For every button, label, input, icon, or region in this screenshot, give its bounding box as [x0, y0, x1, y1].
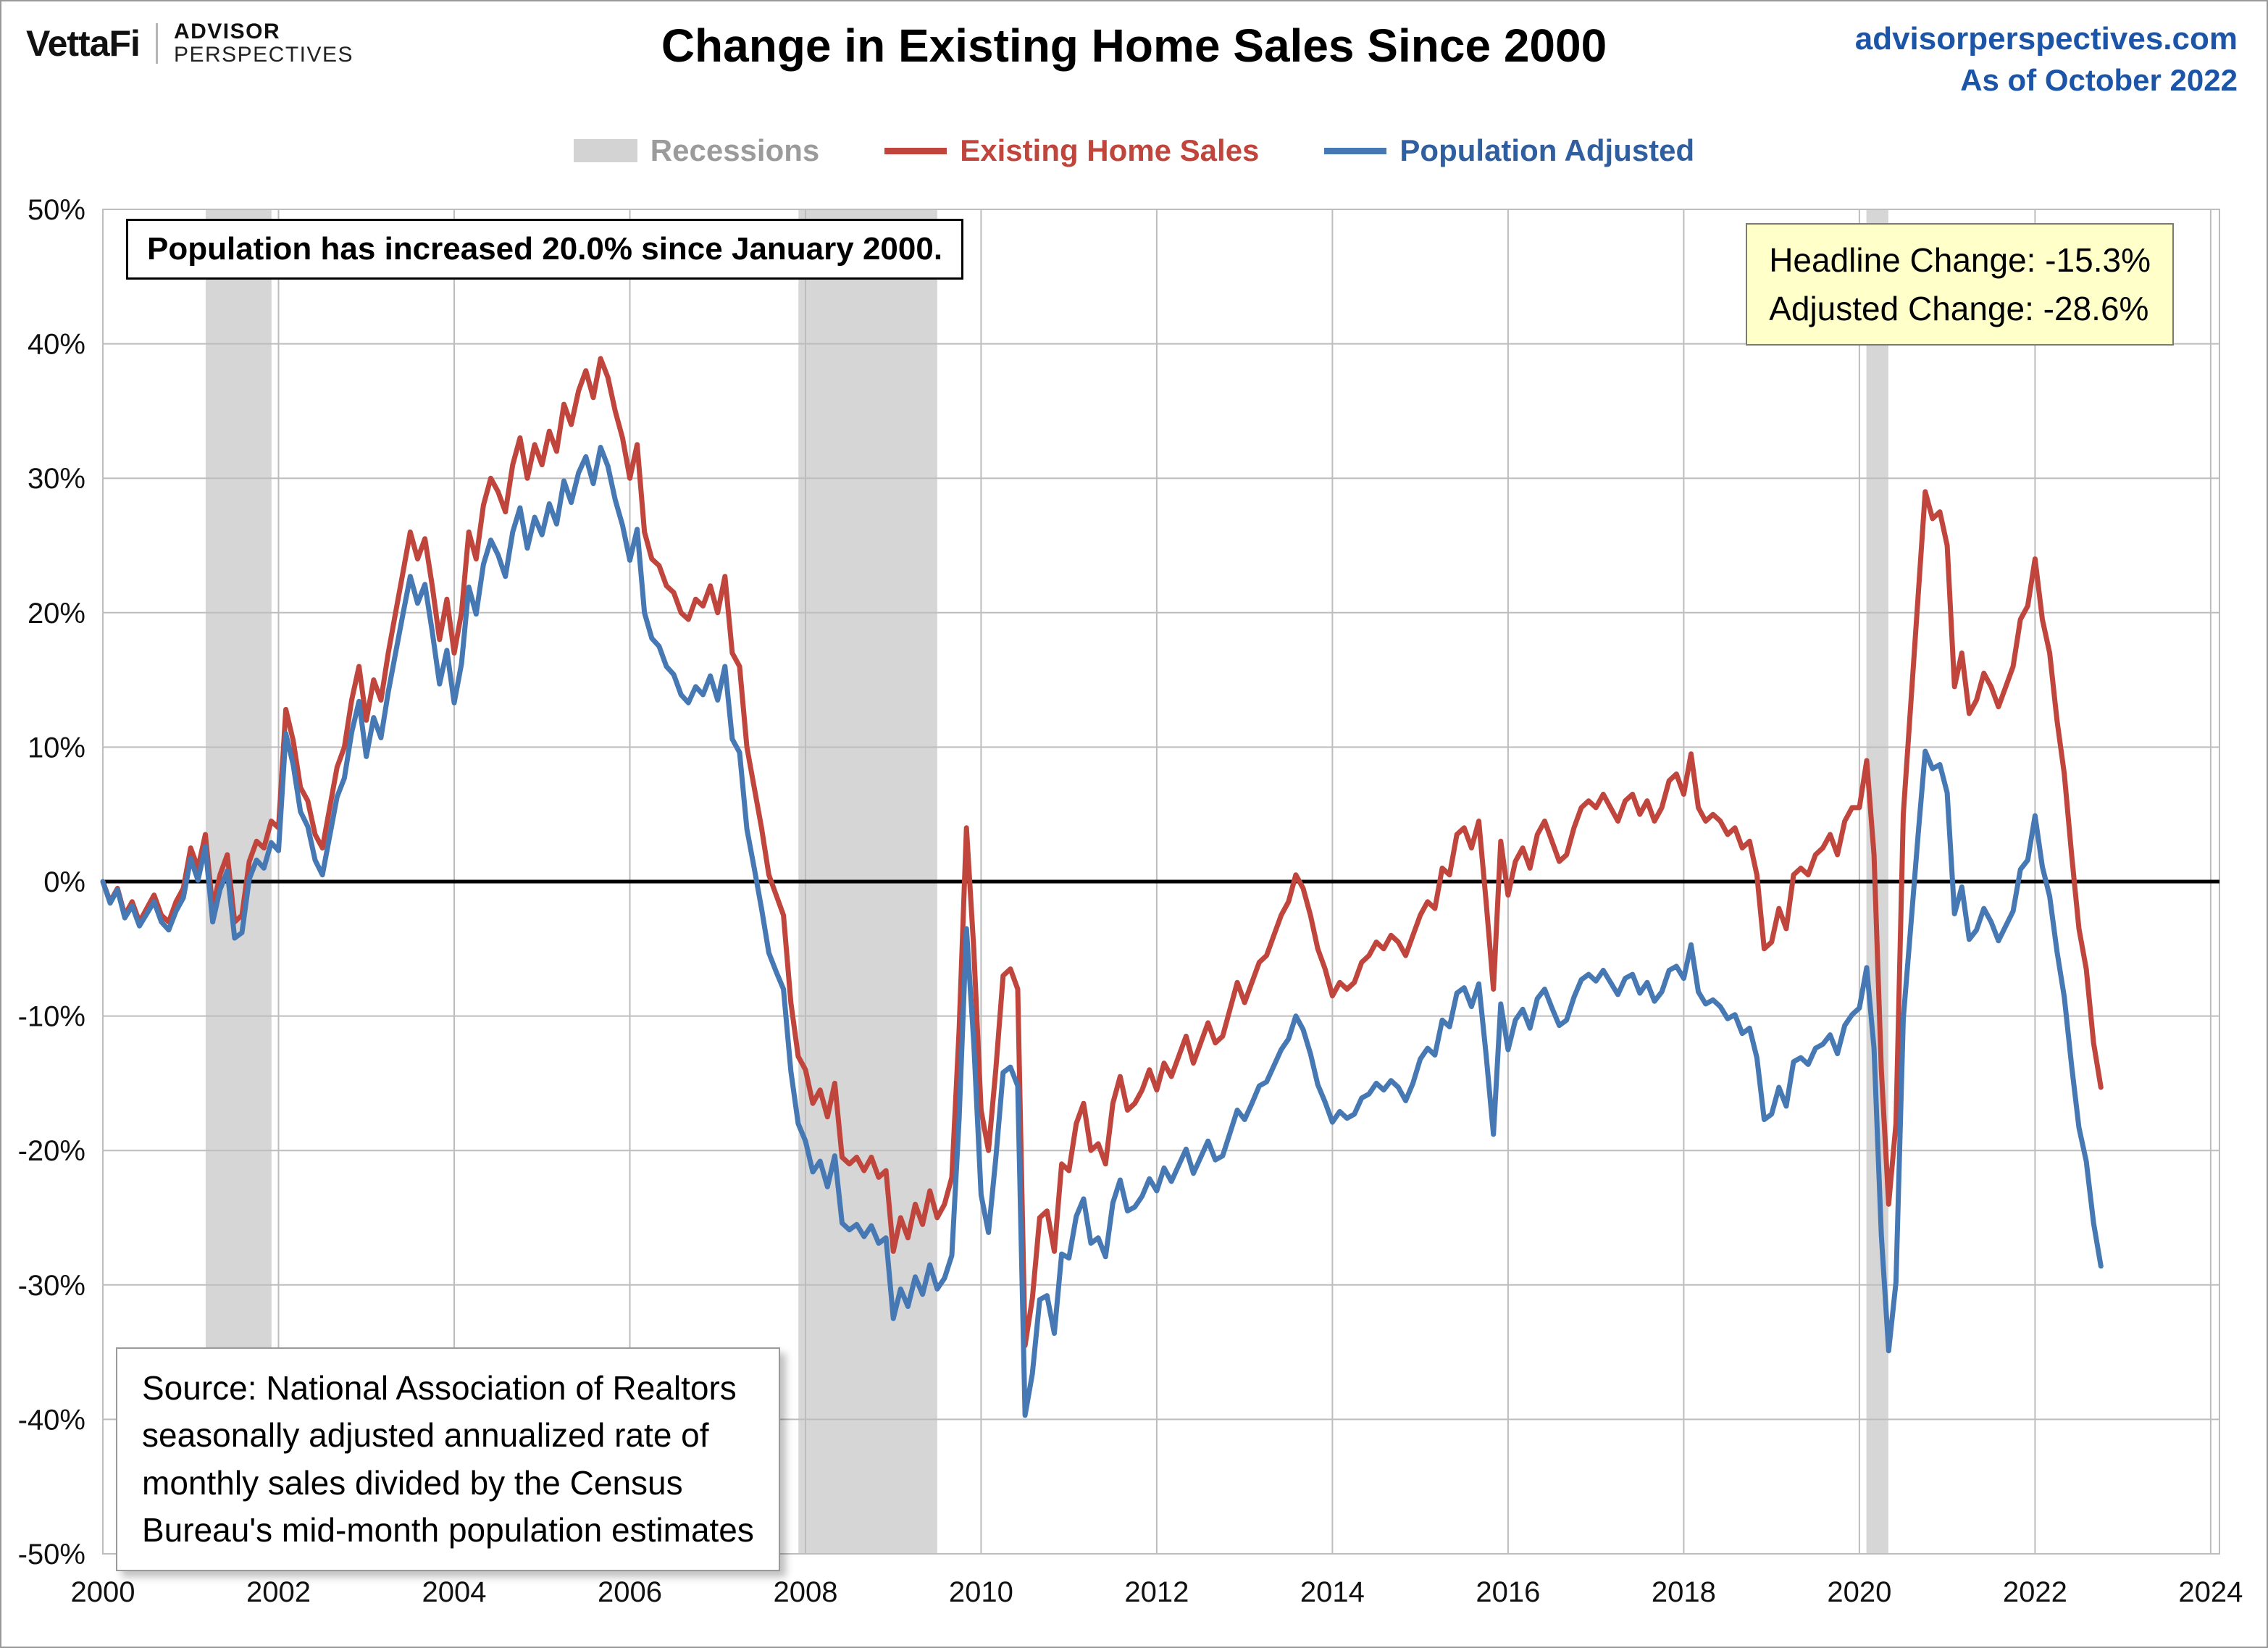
recession-swatch [573, 139, 637, 162]
brand-divider [155, 22, 158, 64]
chart-legend: Recessions Existing Home Sales Populatio… [1, 133, 2267, 168]
x-tick-label: 2014 [1300, 1576, 1365, 1608]
x-tick-label: 2004 [422, 1576, 487, 1608]
y-tick-label: -40% [18, 1404, 85, 1436]
legend-item-existing-home-sales: Existing Home Sales [884, 133, 1259, 168]
x-tick-label: 2012 [1124, 1576, 1189, 1608]
headline-change-box: Headline Change: -15.3% Adjusted Change:… [1746, 223, 2174, 346]
y-tick-label: -10% [18, 1001, 85, 1033]
site-block: advisorperspectives.com As of October 20… [1855, 17, 2238, 101]
x-tick-label: 2000 [71, 1576, 135, 1608]
y-tick-label: 20% [28, 598, 85, 629]
blue-line-swatch [1324, 147, 1387, 154]
y-tick-label: 30% [28, 463, 85, 495]
x-tick-label: 2006 [598, 1576, 662, 1608]
legend-item-recessions: Recessions [573, 133, 820, 168]
series-population-adjusted [100, 445, 2104, 1418]
vettafi-logo: VettaFi [26, 22, 141, 64]
brand-block: VettaFi ADVISOR PERSPECTIVES [26, 20, 353, 66]
x-tick-label: 2008 [774, 1576, 838, 1608]
headline-change: Headline Change: -15.3% [1769, 241, 2151, 279]
adjusted-change: Adjusted Change: -28.6% [1769, 289, 2149, 327]
x-tick-label: 2024 [2178, 1576, 2243, 1608]
source-note: Source: National Association of Realtors… [116, 1347, 780, 1572]
x-tick-label: 2010 [949, 1576, 1013, 1608]
legend-item-population-adjusted: Population Adjusted [1324, 133, 1694, 168]
x-tick-label: 2022 [2003, 1576, 2067, 1608]
series-existing-home-sales [100, 356, 2104, 1348]
y-tick-label: -20% [18, 1135, 85, 1167]
y-tick-label: 50% [28, 194, 85, 226]
population-note: Population has increased 20.0% since Jan… [126, 219, 964, 280]
y-tick-label: -30% [18, 1270, 85, 1302]
y-tick-label: 0% [43, 866, 85, 898]
x-tick-label: 2002 [246, 1576, 311, 1608]
page-title: Change in Existing Home Sales Since 2000 [661, 20, 1607, 72]
x-tick-label: 2020 [1827, 1576, 1891, 1608]
y-tick-label: 10% [28, 732, 85, 764]
legend-label: Recessions [650, 133, 820, 167]
advisor-perspectives-logo: ADVISOR PERSPECTIVES [173, 20, 354, 67]
legend-label: Population Adjusted [1399, 133, 1695, 167]
y-tick-label: -50% [18, 1539, 85, 1570]
y-tick-label: 40% [28, 329, 85, 361]
as-of-date: As of October 2022 [1960, 63, 2238, 98]
legend-label: Existing Home Sales [960, 133, 1260, 167]
x-tick-label: 2018 [1652, 1576, 1716, 1608]
x-tick-label: 2016 [1476, 1576, 1540, 1608]
red-line-swatch [884, 147, 947, 154]
site-url: advisorperspectives.com [1854, 21, 2238, 57]
